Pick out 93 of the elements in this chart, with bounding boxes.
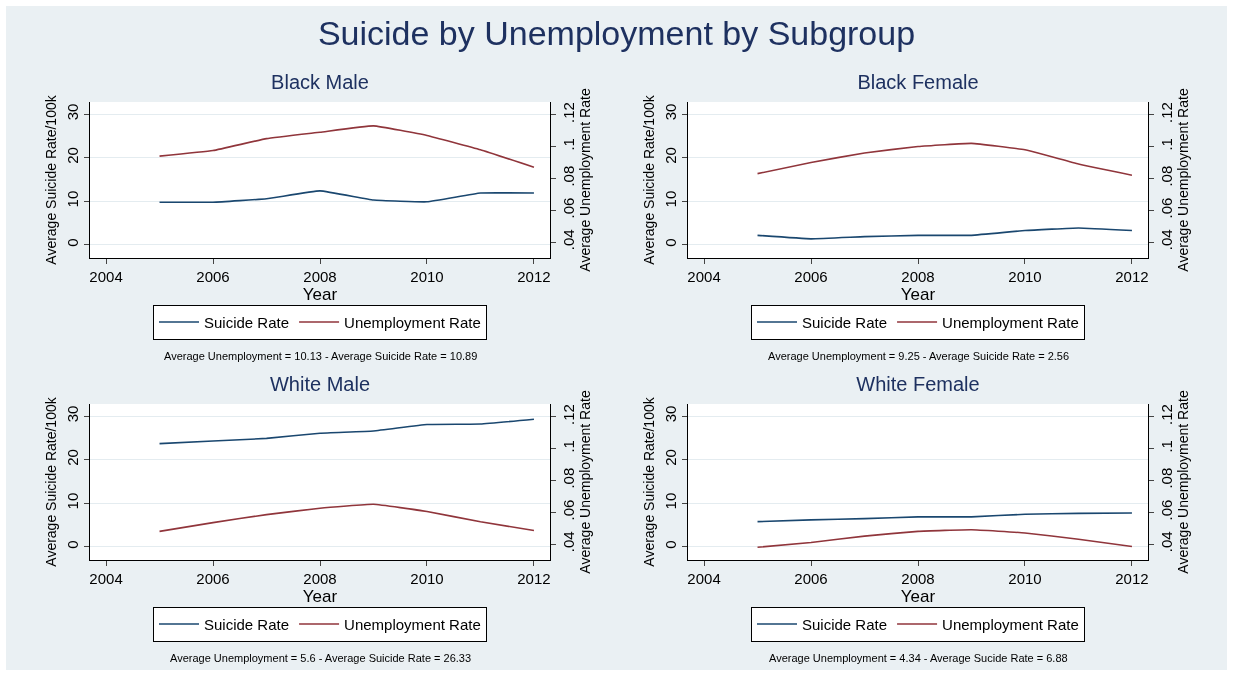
y2-tick-label: .08 — [1158, 467, 1175, 489]
y2-tick-label: .08 — [560, 165, 577, 187]
y2-tick-label: .04 — [560, 531, 577, 553]
x-tick-label: 2006 — [794, 570, 828, 587]
y-tick-label: 20 — [662, 147, 679, 164]
y-tick-label: 20 — [64, 147, 81, 164]
y-tick-label: 10 — [64, 190, 81, 208]
x-tick-label: 2012 — [1115, 570, 1149, 587]
y2-tick-label: .08 — [1158, 165, 1175, 187]
y-axis-title: Average Suicide Rate/100k — [640, 94, 657, 265]
text: Average Unemployment = 4.34 - Average Sucide Rate = 6.88 — [769, 652, 1068, 664]
y2-tick-label: .1 — [1158, 440, 1175, 453]
y2-tick-label: .06 — [1158, 197, 1175, 219]
y2-tick-label: .12 — [560, 404, 577, 425]
y2-axis-title: Average Unemployment Rate — [1175, 88, 1192, 272]
y2-tick-label: .04 — [1158, 531, 1175, 553]
y2-axis-title: Average Unemployment Rate — [577, 390, 594, 574]
text: Average Unemployment = 9.25 - Average Suicide Rate = 2.56 — [768, 350, 1070, 362]
x-tick-label: 2004 — [687, 570, 721, 587]
x-tick-label: 2010 — [410, 268, 444, 285]
x-axis-title: Year — [302, 285, 338, 304]
line-series — [158, 503, 535, 533]
chart-subtitle: Black Male — [271, 70, 369, 93]
x-tick-label: 2008 — [901, 268, 935, 285]
legend-label: Suicide Rate — [802, 313, 888, 331]
y2-tick-label: .08 — [560, 467, 577, 489]
text: Average Unemployment = 10.13 - Average Suicide Rate = 10.89 — [164, 350, 478, 362]
y-axis-title: Average Suicide Rate/100k — [42, 396, 59, 567]
y-tick-label: 20 — [662, 449, 679, 466]
x-tick-label: 2006 — [196, 570, 230, 587]
y2-tick-label: .04 — [1158, 229, 1175, 251]
y2-tick-label: .1 — [560, 138, 577, 151]
line-series — [158, 418, 535, 445]
line-series — [756, 142, 1133, 177]
x-tick-label: 2008 — [303, 268, 337, 285]
y2-tick-label: .1 — [560, 440, 577, 453]
legend-label: Suicide Rate — [204, 313, 290, 331]
x-tick-label: 2004 — [89, 268, 123, 285]
chart-title: White Male — [269, 372, 371, 395]
y2-tick-label: .12 — [1158, 102, 1175, 123]
y-tick-label: 0 — [662, 238, 679, 247]
line-series — [158, 125, 535, 169]
y-tick-label: 30 — [64, 405, 81, 423]
x-axis-title: Year — [900, 285, 936, 304]
x-tick-label: 2012 — [1115, 268, 1149, 285]
legend-label: Unemployment Rate — [344, 615, 481, 633]
x-tick-label: 2006 — [196, 268, 230, 285]
text: Average Unemployment = 5.6 - Average Suicide Rate = 26.33 — [170, 652, 472, 664]
y-tick-label: 0 — [64, 540, 81, 549]
x-tick-label: 2012 — [517, 570, 551, 587]
line-series — [756, 528, 1133, 549]
legend-label: Suicide Rate — [204, 615, 290, 633]
y-axis-title: Average Suicide Rate/100k — [42, 94, 59, 265]
y2-tick-label: .06 — [560, 499, 577, 521]
y2-tick-label: .04 — [560, 229, 577, 251]
line-series — [756, 227, 1133, 240]
y2-axis-title: Average Unemployment Rate — [577, 88, 594, 272]
x-tick-label: 2006 — [794, 268, 828, 285]
line-series — [158, 190, 535, 204]
y2-tick-label: .1 — [1158, 138, 1175, 151]
x-tick-label: 2008 — [303, 570, 337, 587]
x-tick-label: 2004 — [89, 570, 123, 587]
x-tick-label: 2010 — [1008, 570, 1042, 587]
y2-tick-label: .12 — [560, 102, 577, 123]
x-tick-label: 2004 — [687, 268, 721, 285]
line-series — [756, 512, 1133, 523]
y-axis-title: Average Suicide Rate/100k — [640, 396, 657, 567]
y-tick-label: 10 — [662, 190, 679, 208]
y2-axis-title: Average Unemployment Rate — [1175, 390, 1192, 574]
y-tick-label: 10 — [662, 492, 679, 510]
legend-label: Unemployment Rate — [942, 615, 1079, 633]
y-tick-label: 30 — [662, 405, 679, 423]
x-tick-label: 2008 — [901, 570, 935, 587]
chart-title: Black Female — [857, 70, 979, 93]
legend-label: Suicide Rate — [802, 615, 888, 633]
y-tick-label: 30 — [662, 103, 679, 121]
y-tick-label: 0 — [64, 238, 81, 247]
legend-label: Unemployment Rate — [942, 313, 1079, 331]
x-axis-title: Year — [900, 587, 936, 606]
y2-tick-label: .12 — [1158, 404, 1175, 425]
y2-tick-label: .06 — [1158, 499, 1175, 521]
chart-title: Suicide by Unemployment by Subgroup — [316, 14, 917, 53]
legend-label: Unemployment Rate — [344, 313, 481, 331]
y-tick-label: 20 — [64, 449, 81, 466]
x-tick-label: 2012 — [517, 268, 551, 285]
x-tick-label: 2010 — [410, 570, 444, 587]
y2-tick-label: .06 — [560, 197, 577, 219]
y-tick-label: 10 — [64, 492, 81, 510]
chart-title: White Female — [856, 372, 980, 395]
x-tick-label: 2010 — [1008, 268, 1042, 285]
x-axis-title: Year — [302, 587, 338, 606]
y-tick-label: 0 — [662, 540, 679, 549]
y-tick-label: 30 — [64, 103, 81, 121]
